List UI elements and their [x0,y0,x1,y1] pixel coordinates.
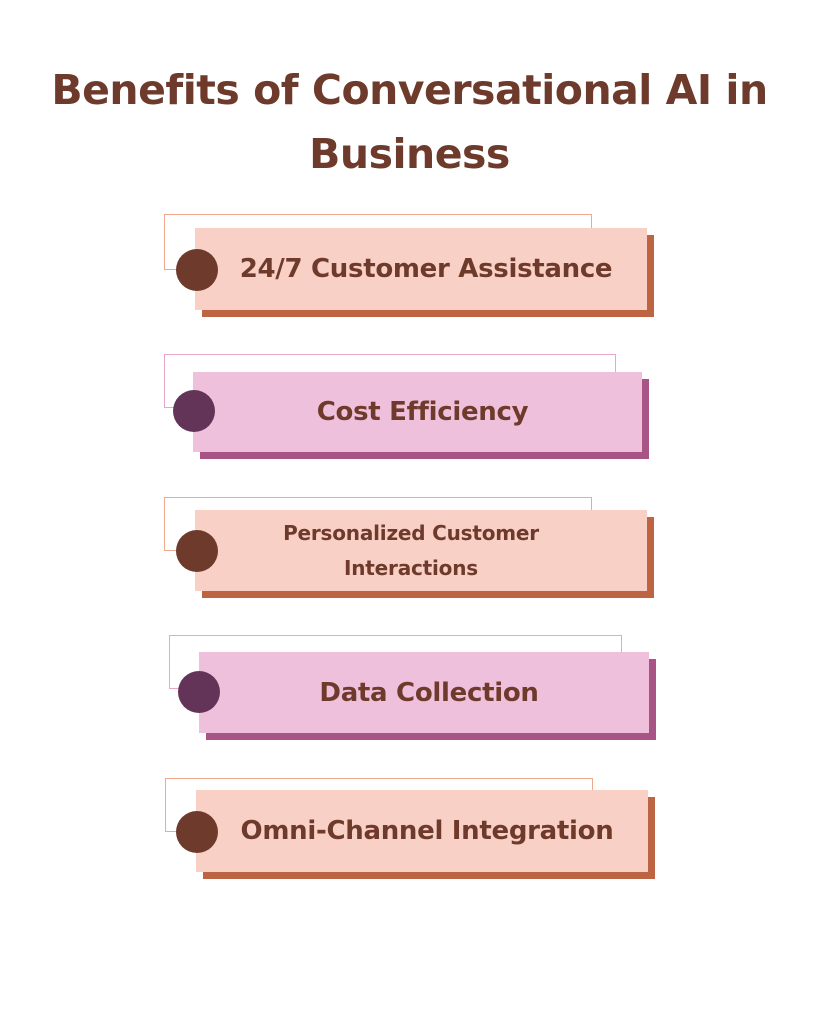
title-line-1: Benefits of Conversational AI in [51,66,768,114]
benefit-label: Data Collection [199,652,649,733]
bullet-dot-icon [176,530,218,572]
benefit-label: Cost Efficiency [193,372,642,452]
bullet-dot-icon [173,390,215,432]
title-line-2: Business [309,130,510,178]
benefit-label: Personalized Customer Interactions [195,510,647,591]
bullet-dot-icon [176,249,218,291]
bullet-dot-icon [176,811,218,853]
benefit-label: 24/7 Customer Assistance [195,228,647,310]
bullet-dot-icon [178,671,220,713]
page-title: Benefits of Conversational AI in Busines… [0,58,819,186]
benefit-label: Omni-Channel Integration [196,790,648,872]
